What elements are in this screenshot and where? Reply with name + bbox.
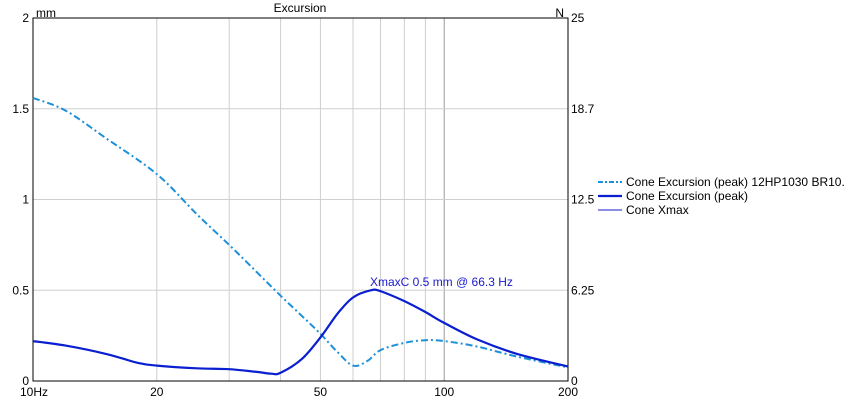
right-axis-unit: N [555,6,564,20]
x-tick-label: 20 [150,385,164,399]
y-right-tick-label: 6.25 [571,283,595,297]
y-right-tick-label: 12.5 [571,193,595,207]
series-layer [32,96,569,376]
legend-entry: Cone Excursion (peak) [626,189,748,203]
y-right-tick-label: 25 [571,11,585,25]
legend-entry: Cone Excursion (peak) 12HP1030 BR10.2 [626,175,844,189]
y-right-tick-label: 18.7 [571,102,595,116]
x-tick-labels: 10Hz 20 50 100 200 [20,385,578,399]
y-left-tick-labels: 0 0.5 1 1.5 2 [12,11,29,388]
legend: Cone Excursion (peak) 12HP1030 BR10.2Con… [598,175,844,217]
y-right-tick-label: 0 [571,374,578,388]
y-left-tick-label: 2 [22,11,29,25]
y-left-tick-label: 1 [22,193,29,207]
x-tick-label: 50 [314,385,328,399]
y-left-tick-label: 1.5 [12,102,29,116]
x-tick-label: 200 [558,385,578,399]
series-line-2 [32,288,569,376]
y-left-tick-label: 0.5 [12,283,29,297]
x-tick-label: 100 [434,385,454,399]
x-tick-label: 10Hz [20,385,48,399]
left-axis-unit: mm [36,6,56,20]
y-right-tick-labels: 0 6.25 12.5 18.7 25 [571,11,595,388]
legend-entry: Cone Xmax [626,203,689,217]
y-left-tick-label: 0 [22,374,29,388]
grid [33,17,568,382]
chart-title: Excursion [274,1,327,15]
xmax-annotation: XmaxC 0.5 mm @ 66.3 Hz [370,275,513,289]
series-line-1 [32,96,569,369]
plot-frame [32,17,569,382]
plot-border [32,17,569,382]
